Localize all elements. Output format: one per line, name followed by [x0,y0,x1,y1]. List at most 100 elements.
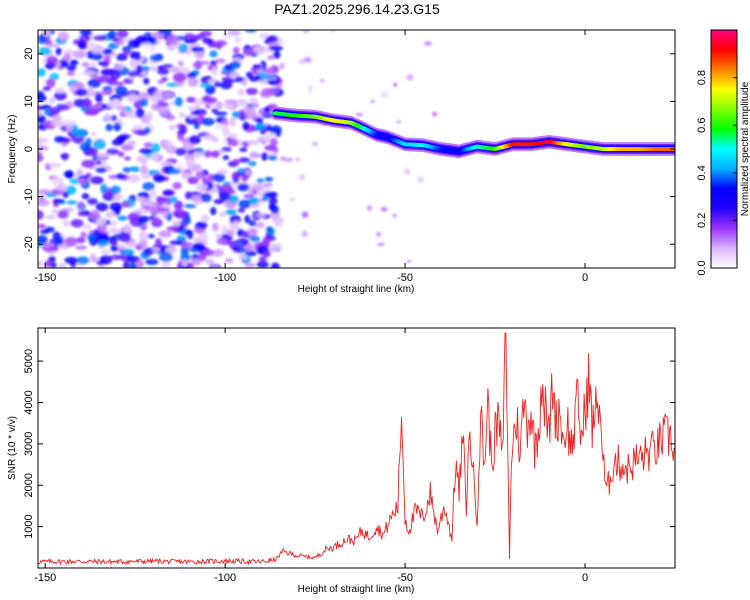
noise-blob [237,88,245,97]
noise-blob [169,66,180,73]
noise-blob [222,32,232,39]
noise-blob [96,224,107,233]
noise-blob [113,122,122,132]
noise-blob [128,71,137,78]
chart-title: PAZ1.2025.296.14.23.G15 [274,1,440,17]
spectrogram-x-tick-label: -50 [397,272,413,284]
noise-blob [232,158,241,165]
noise-blob [38,68,46,77]
noise-blob [392,213,397,218]
noise-blob [301,230,308,237]
noise-blob [143,247,155,256]
noise-blob [62,137,72,143]
noise-blob [380,92,388,98]
noise-blob [165,145,179,155]
noise-blob [80,231,87,239]
noise-blob [258,71,266,78]
noise-blob [268,155,278,161]
colorbar-tick-label: 0.4 [696,165,708,180]
noise-blob [46,43,60,48]
noise-blob [222,119,229,126]
noise-blob [238,253,249,260]
noise-blob [110,81,124,87]
noise-blob [105,211,116,218]
noise-blob [199,83,212,88]
snr-x-tick-label: 0 [582,572,588,584]
spectrogram-y-tick-label: -20 [23,236,35,252]
noise-blob [143,77,150,85]
noise-blob [135,154,149,164]
noise-blob [167,44,176,51]
colorbar-tick-label: 0.0 [696,260,708,275]
noise-blob [211,108,219,114]
noise-blob [303,30,310,33]
spectrogram-x-tick-label: -100 [214,272,236,284]
noise-blob [162,91,174,99]
noise-blob [38,141,44,147]
noise-blob [231,171,241,181]
noise-blob [124,156,131,161]
snr-y-tick-label: 4000 [23,390,35,414]
noise-blob [299,173,305,181]
colorbar-label: Normalized spectral amplitude [740,81,750,216]
noise-blob [48,96,56,105]
noise-blob [238,199,252,209]
noise-blob [188,135,201,145]
noise-blob [376,242,385,247]
noise-blob [76,168,83,176]
noise-blob [194,98,202,108]
noise-blob [253,45,266,55]
spectrogram-x-label: Height of straight line (km) [298,284,415,295]
noise-blob [97,61,109,66]
noise-blob [258,256,267,263]
noise-blob [79,30,92,37]
noise-blob [89,131,97,137]
noise-blob [227,140,240,147]
noise-blob [193,121,200,130]
noise-blob [201,249,215,256]
noise-blob [152,216,160,225]
noise-blob [183,204,197,209]
noise-blob [224,258,234,264]
noise-blob [253,184,264,192]
colorbar-gradient [711,30,737,268]
noise-blob [141,201,152,207]
noise-blob [140,42,152,47]
noise-blob [109,202,123,212]
noise-blob [148,189,158,200]
noise-blob [274,219,283,228]
noise-blob [200,192,212,203]
noise-blob [163,140,174,148]
noise-blob [38,235,48,244]
noise-blob [197,112,205,118]
noise-blob [267,55,276,60]
noise-blob [65,185,77,195]
noise-blob [200,214,210,223]
noise-blob [217,169,228,175]
noise-blob [211,222,219,232]
noise-blob [211,264,219,268]
noise-blob [232,220,240,229]
noise-blob [396,119,401,124]
noise-blob [137,92,150,102]
noise-blob [222,131,232,138]
noise-blob [146,36,157,43]
noise-blob [166,82,179,87]
noise-blob [210,150,220,158]
noise-blob [100,249,111,255]
noise-blob [252,64,262,70]
noise-blob [86,86,95,97]
noise-blob [234,76,244,83]
noise-blob [244,30,258,33]
snr-y-tick-label: 5000 [23,349,35,373]
noise-blob [194,49,205,60]
noise-blob [263,67,274,76]
noise-blob [110,185,121,194]
noise-blob [137,207,147,213]
noise-blob [236,100,249,107]
noise-blob [184,39,197,44]
noise-blob [226,228,236,237]
noise-blob [57,263,67,268]
noise-blob [127,240,137,249]
noise-blob [127,140,137,146]
